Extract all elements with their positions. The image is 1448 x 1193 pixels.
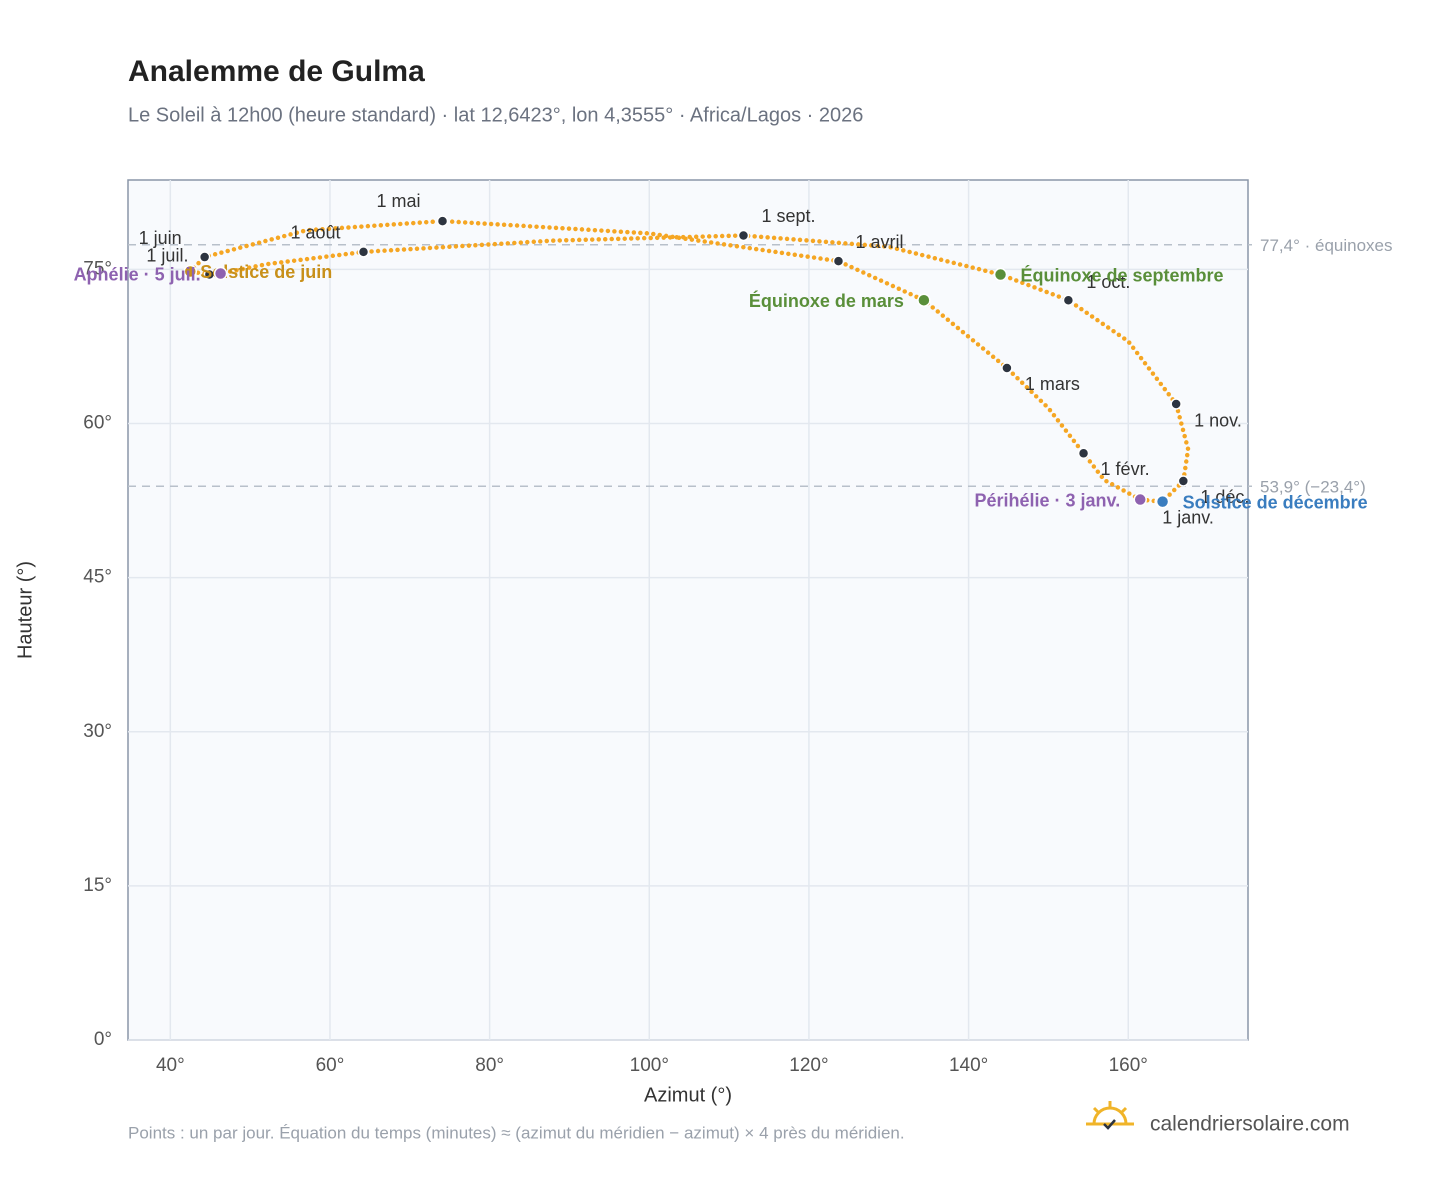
x-tick-label: 140° — [949, 1055, 988, 1076]
month-label: 1 mai — [377, 191, 421, 211]
month-label: 1 févr. — [1101, 459, 1150, 479]
month-point — [1001, 362, 1013, 374]
reference-label: 53,9° (−23,4°) — [1260, 478, 1366, 497]
month-label: 1 juil. — [146, 245, 188, 265]
month-point — [198, 251, 211, 263]
month-label: 1 avril — [855, 232, 903, 252]
event-point — [183, 264, 198, 279]
chart-subtitle: Le Soleil à 12h00 (heure standard) · lat… — [128, 104, 863, 126]
y-tick-label: 60° — [83, 413, 112, 434]
month-point — [1062, 294, 1075, 306]
event-point — [917, 293, 931, 307]
footnote: Points : un par jour. Équation du temps … — [128, 1123, 905, 1142]
plot-area — [127, 179, 1249, 1041]
brand: calendriersolaire.com — [1150, 1113, 1350, 1136]
event-label: Équinoxe de mars — [749, 290, 904, 311]
month-point — [1077, 447, 1090, 460]
month-label: 1 mars — [1025, 374, 1080, 394]
event-point — [1133, 492, 1147, 507]
event-label: Périhélie · 3 janv. — [974, 490, 1120, 510]
reference-label: 77,4° · équinoxes — [1260, 236, 1393, 255]
month-point — [357, 246, 370, 258]
x-tick-label: 60° — [316, 1055, 345, 1076]
y-tick-label: 30° — [83, 721, 112, 742]
month-point — [1177, 475, 1190, 487]
event-label: Solstice de juin — [200, 262, 332, 282]
x-tick-label: 160° — [1109, 1055, 1148, 1076]
event-point — [993, 267, 1008, 282]
event-label: Solstice de décembre — [1183, 492, 1368, 512]
y-tick-label: 45° — [83, 567, 112, 588]
x-tick-label: 40° — [156, 1055, 185, 1076]
month-label: 1 janv. — [1162, 507, 1214, 527]
month-point — [832, 255, 845, 267]
y-tick-label: 0° — [94, 1029, 112, 1050]
month-label: 1 déc. — [1200, 487, 1249, 507]
month-label: 1 sept. — [761, 206, 815, 226]
x-axis-label: Azimut (°) — [644, 1084, 732, 1106]
chart-title: Analemme de Gulma — [128, 55, 425, 88]
month-point — [737, 229, 750, 242]
y-axis-label: Hauteur (°) — [14, 561, 36, 659]
month-point — [436, 215, 449, 227]
month-label: 1 août — [290, 223, 340, 243]
logo — [1086, 1101, 1134, 1130]
event-label: Équinoxe de septembre — [1021, 264, 1224, 285]
month-label: 1 juin — [139, 228, 182, 248]
event-point — [1155, 494, 1170, 509]
event-point — [213, 266, 228, 281]
month-point — [1170, 398, 1182, 410]
month-label: 1 nov. — [1194, 411, 1242, 431]
y-tick-label: 15° — [83, 875, 112, 896]
x-tick-label: 120° — [789, 1055, 828, 1076]
x-tick-label: 80° — [475, 1055, 504, 1076]
event-label: Aphélie · 5 juil. — [74, 264, 201, 284]
y-tick-label: 75° — [83, 258, 112, 279]
month-label: 1 oct. — [1086, 272, 1130, 292]
x-tick-label: 100° — [630, 1055, 669, 1076]
